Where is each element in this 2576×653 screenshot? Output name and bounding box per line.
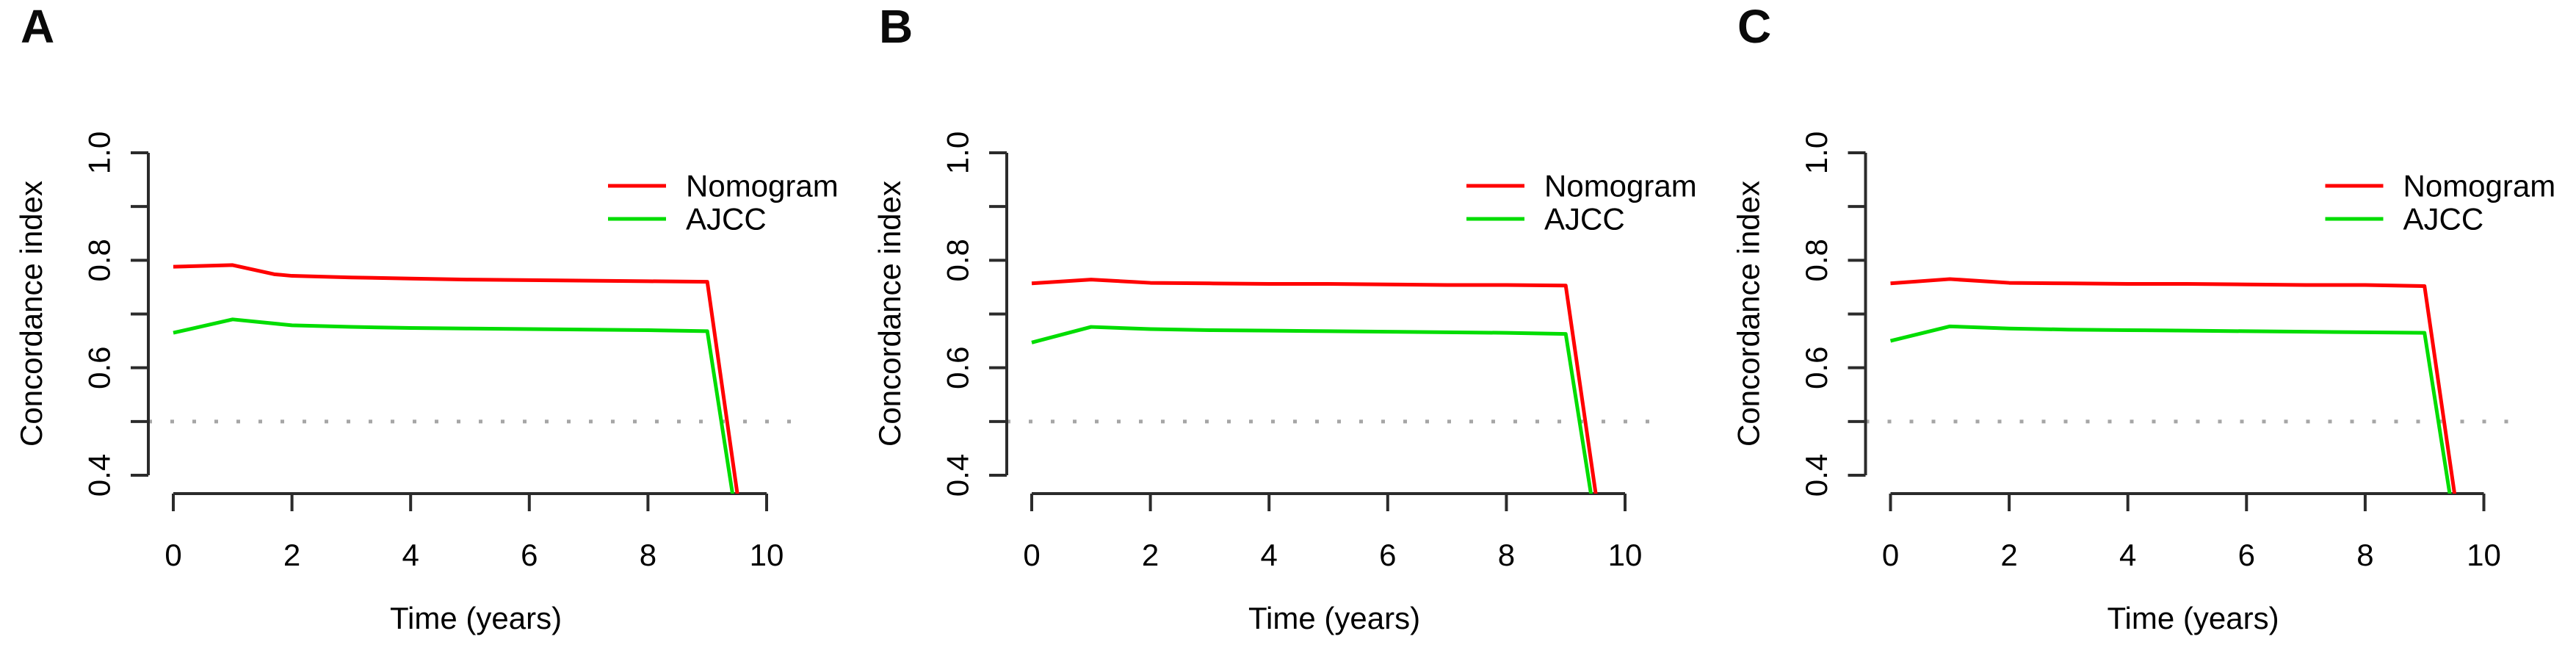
concordance-chart-c: 0.4 0.6 0.8 1.0 0 2 4 6 8 10 Time (years) Concordan… [1732, 131, 2556, 635]
x-tick-label: 0 [164, 538, 181, 572]
x-tick-label: 4 [402, 538, 419, 572]
y-tick-label: 1.0 [1799, 131, 1834, 174]
x-tick-label: 10 [750, 538, 784, 572]
concordance-chart-a: 0.4 0.6 0.8 1.0 0 2 4 6 8 10 Time (years) Concordan… [14, 131, 839, 635]
y-axis-title: Concordance index [872, 181, 907, 447]
x-tick-label: 10 [1608, 538, 1643, 572]
x-axis-title: Time (years) [390, 601, 562, 635]
series-nomogram [173, 263, 739, 494]
y-tick-label: 0.4 [941, 454, 975, 497]
x-tick-label: 0 [1882, 538, 1899, 572]
y-tick-label: 0.4 [82, 454, 117, 497]
legend-label-nomogram: Nomogram [686, 169, 839, 203]
x-tick-label: 6 [521, 538, 538, 572]
x-tick-label: 6 [1379, 538, 1396, 572]
x-tick-label: 4 [1261, 538, 1278, 572]
panel-b: B 0.4 0.6 0.8 1.0 0 2 4 6 8 10 Time (years) Concord… [858, 0, 1717, 653]
x-tick-label: 2 [2000, 538, 2017, 572]
y-tick-label: 0.8 [82, 239, 117, 281]
panel-a: A 0.4 0.6 0.8 1.0 0 2 4 6 8 10 Time (years) Concord… [0, 0, 858, 653]
x-axis-title: Time (years) [1248, 601, 1420, 635]
series-nomogram [1031, 278, 1598, 494]
series-nomogram [1890, 277, 2457, 494]
legend-label-nomogram: Nomogram [1544, 169, 1697, 203]
x-tick-label: 10 [2467, 538, 2501, 572]
y-tick-label: 0.4 [1799, 454, 1834, 497]
y-tick-label: 0.8 [1799, 239, 1834, 281]
x-tick-label: 8 [2356, 538, 2373, 572]
y-tick-label: 0.6 [941, 346, 975, 389]
y-tick-label: 0.6 [1799, 346, 1834, 389]
panel-a-label: A [21, 0, 55, 53]
series-ajcc [173, 317, 735, 494]
y-tick-label: 0.6 [82, 346, 117, 389]
x-tick-label: 0 [1023, 538, 1040, 572]
series-ajcc [1031, 325, 1593, 494]
y-axis-title: Concordance index [1732, 181, 1766, 447]
legend-label-nomogram: Nomogram [2403, 169, 2556, 203]
x-tick-label: 6 [2238, 538, 2255, 572]
series-ajcc [1889, 324, 2452, 494]
y-tick-label: 0.8 [941, 239, 975, 281]
legend-label-ajcc: AJCC [2403, 202, 2484, 237]
panel-c-label: C [1737, 0, 1772, 53]
legend-label-ajcc: AJCC [686, 202, 767, 237]
x-tick-label: 4 [2119, 538, 2136, 572]
panel-b-label: B [879, 0, 913, 53]
y-tick-label: 1.0 [941, 131, 975, 174]
panel-c: C 0.4 0.6 0.8 1.0 0 2 4 6 8 10 Time (years) Concord… [1717, 0, 2576, 653]
x-tick-label: 8 [640, 538, 656, 572]
x-axis-title: Time (years) [2107, 601, 2279, 635]
y-axis-title: Concordance index [14, 181, 48, 447]
concordance-chart-b: 0.4 0.6 0.8 1.0 0 2 4 6 8 10 Time (years) Concordan… [872, 131, 1697, 635]
x-tick-label: 2 [283, 538, 300, 572]
y-tick-label: 1.0 [82, 131, 117, 174]
x-tick-label: 2 [1142, 538, 1159, 572]
legend-label-ajcc: AJCC [1544, 202, 1625, 237]
x-tick-label: 8 [1498, 538, 1515, 572]
